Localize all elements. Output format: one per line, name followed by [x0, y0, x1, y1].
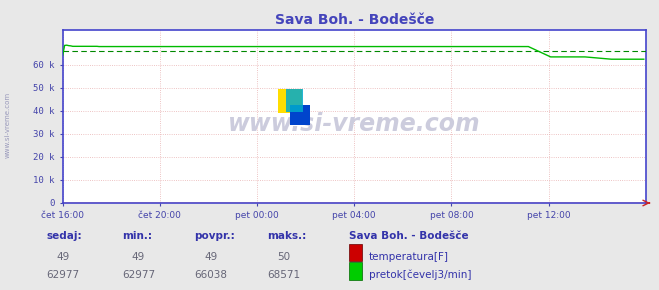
- Text: min.:: min.:: [122, 231, 152, 241]
- FancyBboxPatch shape: [290, 105, 310, 125]
- Text: 50: 50: [277, 251, 290, 262]
- Text: sedaj:: sedaj:: [46, 231, 82, 241]
- FancyBboxPatch shape: [278, 89, 302, 113]
- Text: 68571: 68571: [267, 270, 300, 280]
- Text: maks.:: maks.:: [267, 231, 306, 241]
- Text: www.si-vreme.com: www.si-vreme.com: [5, 92, 11, 158]
- Text: 62977: 62977: [46, 270, 79, 280]
- Text: 66038: 66038: [194, 270, 227, 280]
- Text: 49: 49: [132, 251, 145, 262]
- Text: 49: 49: [56, 251, 69, 262]
- Text: 62977: 62977: [122, 270, 155, 280]
- Text: Sava Boh. - Bodešče: Sava Boh. - Bodešče: [349, 231, 469, 241]
- Text: 49: 49: [204, 251, 217, 262]
- FancyBboxPatch shape: [286, 89, 304, 112]
- Text: temperatura[F]: temperatura[F]: [369, 251, 449, 262]
- Title: Sava Boh. - Bodešče: Sava Boh. - Bodešče: [275, 12, 434, 26]
- Text: www.si-vreme.com: www.si-vreme.com: [228, 112, 480, 136]
- Text: povpr.:: povpr.:: [194, 231, 235, 241]
- Text: pretok[čevelj3/min]: pretok[čevelj3/min]: [369, 270, 472, 280]
